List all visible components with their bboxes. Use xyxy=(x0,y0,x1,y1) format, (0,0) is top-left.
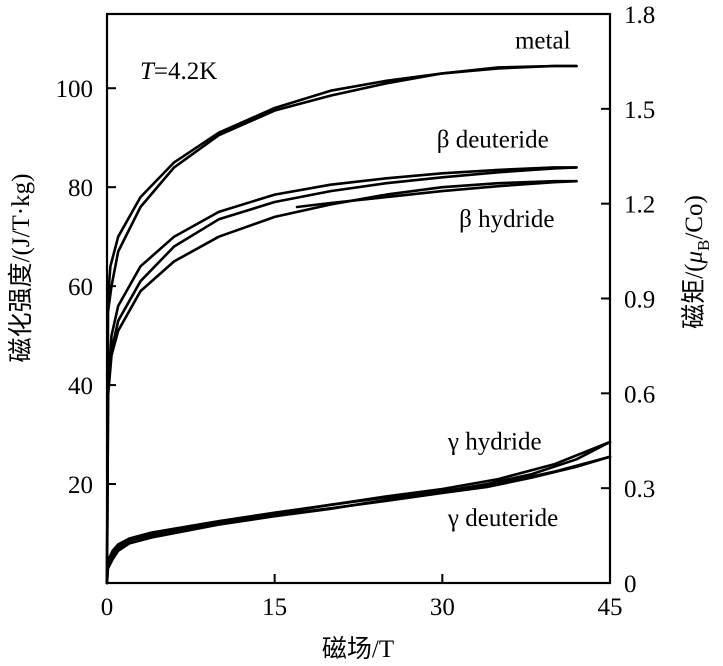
x-tick-label: 30 xyxy=(430,594,455,621)
series-layer xyxy=(105,64,612,585)
series-line-deuteride-up xyxy=(105,455,612,585)
temperature-annotation: T=4.2K xyxy=(140,58,217,85)
right-axis-title-mu: μ xyxy=(681,251,708,265)
x-tick-label: 0 xyxy=(101,594,114,621)
series-line-deuteride-down xyxy=(106,455,612,565)
series-label-deuteride: β deuteride xyxy=(437,127,549,154)
y-left-tick-label: 20 xyxy=(68,472,93,499)
temperature-symbol: T xyxy=(140,58,156,85)
series-label-hydride: γ hydride xyxy=(447,428,542,455)
series-line-deuteride-up xyxy=(105,166,578,585)
y-right-tick-label: 0.9 xyxy=(624,287,655,314)
y-right-tick-label: 1.2 xyxy=(624,192,655,219)
right-axis-title: 磁矩/(μB/Co) xyxy=(680,195,713,329)
series-line-hydride-down xyxy=(295,179,578,209)
series-label-metal: metal xyxy=(515,28,571,55)
y-right-tick-label: 0 xyxy=(624,571,637,598)
right-axis-title-prefix: 磁矩/( xyxy=(680,264,708,329)
y-right-tick-label: 0.3 xyxy=(624,476,655,503)
right-axis-title-subscript: B xyxy=(694,240,713,251)
y-left-tick-label: 80 xyxy=(68,175,93,202)
left-axis-title: 磁化强度/(J/T·kg) xyxy=(7,174,35,363)
y-left-tick-label: 100 xyxy=(56,76,94,103)
right-axis-title-suffix: /Co) xyxy=(681,195,708,239)
temperature-value: =4.2K xyxy=(154,58,217,85)
plot-frame xyxy=(105,12,612,585)
y-right-tick-label: 0.6 xyxy=(624,381,655,408)
y-right-tick-label: 1.8 xyxy=(624,2,655,29)
series-line-metal-down xyxy=(106,64,578,313)
x-axis-title: 磁场/T xyxy=(322,635,394,663)
axis-ticks: 0 15 30 45 20 40 60 80 100 0 0.3 0.6 0.9 1.2 1.5 1.8 xyxy=(56,2,656,621)
series-label-hydride: β hydride xyxy=(459,206,554,233)
series-line-hydride-up xyxy=(105,179,578,585)
series-label-deuteride: γ deuteride xyxy=(447,505,558,532)
y-right-tick-label: 1.5 xyxy=(624,97,655,124)
x-tick-label: 15 xyxy=(262,594,287,621)
y-left-tick-label: 40 xyxy=(68,373,93,400)
series-line-deuteride-down xyxy=(106,166,578,377)
x-tick-label: 45 xyxy=(598,594,623,621)
curve-labels: metal β deuteride β hydride γ hydride γ deut… xyxy=(437,28,571,532)
y-left-tick-label: 60 xyxy=(68,274,93,301)
